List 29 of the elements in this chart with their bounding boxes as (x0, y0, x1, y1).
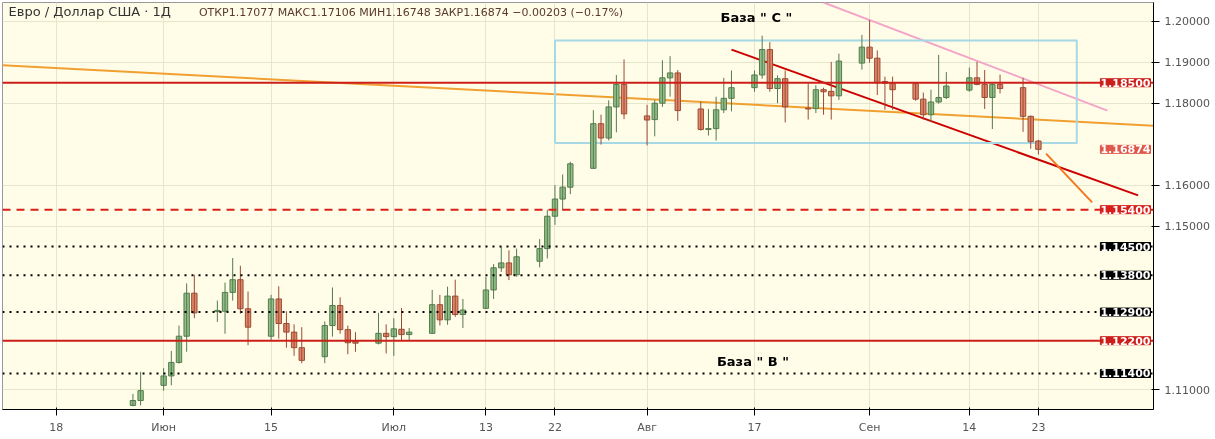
ref-line-label: 1.15400 (1100, 203, 1151, 217)
ref-line-label: 1.13800 (1100, 269, 1151, 283)
x-tick-label: Июн (151, 420, 176, 434)
x-tick-label: 22 (547, 420, 562, 434)
y-tick-label: 1.20000 (1164, 15, 1210, 29)
x-tick-label: 17 (747, 420, 762, 434)
x-tick-label: 15 (264, 420, 279, 434)
y-tick-label: 1.15000 (1164, 220, 1210, 234)
ref-line-label: 1.12200 (1100, 334, 1151, 348)
ref-line-label: 1.12900 (1100, 306, 1151, 320)
y-tick-label: 1.11000 (1164, 383, 1210, 397)
x-tick-label: Авг (637, 420, 658, 434)
annotation: База " B " (716, 353, 789, 369)
ref-line-label: 1.18500 (1100, 76, 1151, 90)
annotation: База " C " (720, 10, 793, 26)
ref-line-label: 1.14500 (1100, 240, 1151, 254)
x-tick-label: 13 (478, 420, 493, 434)
x-tick-label: 14 (962, 420, 977, 434)
chart-subtitle: ОТКР1.17077 МАКС1.17106 МИН1.16748 ЗАКР1.16874 −0.00203 (−0.17%) (198, 5, 624, 19)
y-tick-label: 1.19000 (1164, 56, 1210, 70)
y-tick-label: 1.18000 (1164, 97, 1210, 111)
x-tick-label: 18 (49, 420, 64, 434)
chart-title: Евро / Доллар США · 1Д (8, 3, 171, 19)
annotation: 1.16874 (1100, 143, 1151, 157)
x-tick-label: Июл (381, 420, 407, 434)
y-tick-label: 1.16000 (1164, 179, 1210, 193)
ref-line-label: 1.11400 (1100, 367, 1151, 381)
x-tick-label: 23 (1031, 420, 1046, 434)
x-tick-label: Сен (858, 420, 881, 434)
